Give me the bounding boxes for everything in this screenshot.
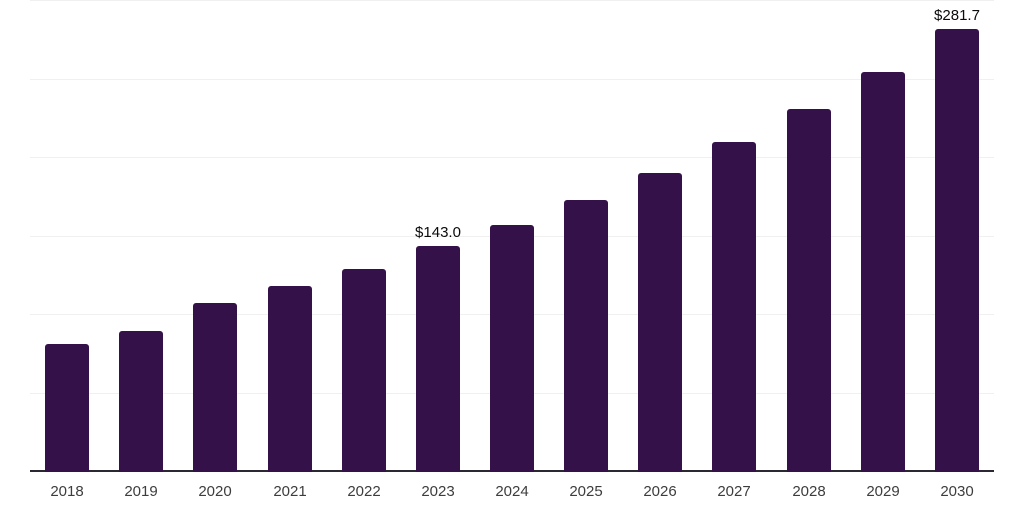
bar-2026 <box>638 173 682 472</box>
bar-2018 <box>45 344 89 472</box>
bar-2019 <box>119 331 163 472</box>
value-label-2030: $281.7 <box>934 7 980 24</box>
x-tick-2022: 2022 <box>347 483 381 500</box>
bar-2027 <box>712 142 756 472</box>
x-tick-2018: 2018 <box>50 483 84 500</box>
x-tick-2030: 2030 <box>940 483 974 500</box>
gridline-300 <box>30 0 994 1</box>
x-tick-2024: 2024 <box>495 483 529 500</box>
x-tick-2023: 2023 <box>421 483 455 500</box>
bar-2030 <box>935 29 979 472</box>
bar-2023 <box>416 246 460 472</box>
x-tick-2026: 2026 <box>643 483 677 500</box>
bar-2025 <box>564 200 608 472</box>
x-tick-2021: 2021 <box>273 483 307 500</box>
x-tick-2029: 2029 <box>866 483 900 500</box>
bar-2029 <box>861 72 905 472</box>
x-tick-2028: 2028 <box>792 483 826 500</box>
bar-2021 <box>268 286 312 472</box>
gridline-250 <box>30 79 994 80</box>
x-tick-2020: 2020 <box>198 483 232 500</box>
bar-2024 <box>490 225 534 472</box>
x-tick-2025: 2025 <box>569 483 603 500</box>
bar-2028 <box>787 109 831 472</box>
gridline-200 <box>30 157 994 158</box>
bar-2022 <box>342 269 386 472</box>
x-tick-2027: 2027 <box>717 483 751 500</box>
bar-2020 <box>193 303 237 472</box>
value-label-2023: $143.0 <box>415 224 461 241</box>
x-tick-2019: 2019 <box>124 483 158 500</box>
